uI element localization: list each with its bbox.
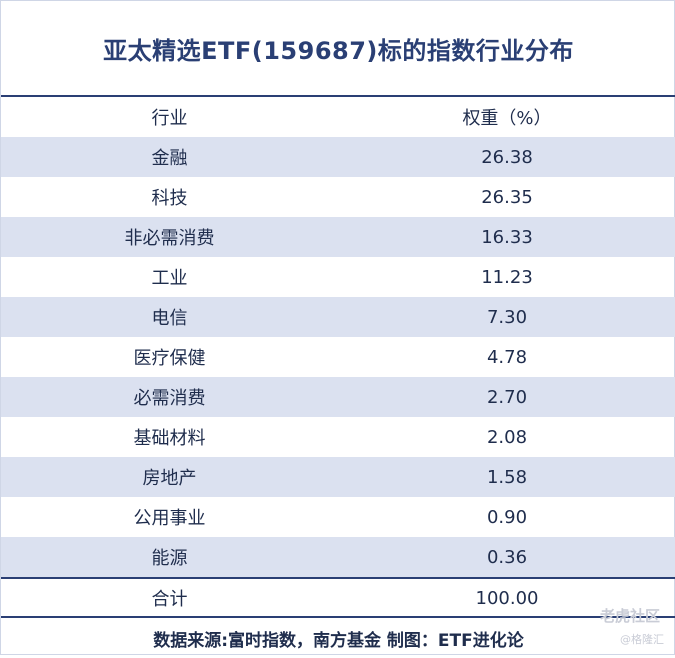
total-value: 100.00 [475,587,539,609]
industry-cell: 基础材料 [133,428,206,449]
weight-cell: 26.35 [481,186,533,208]
table-row: 医疗保健 4.78 [1,337,675,377]
weight-cell: 16.33 [481,226,533,248]
table-row: 基础材料 2.08 [1,417,675,457]
weight-cell: 26.38 [481,146,533,168]
industry-cell: 房地产 [142,468,197,489]
weight-cell: 7.30 [486,306,528,328]
table-row: 必需消费 2.70 [1,377,675,417]
weight-cell: 1.58 [486,466,528,488]
industry-cell: 医疗保健 [133,348,206,369]
table-row: 工业 11.23 [1,257,675,297]
table-row: 金融 26.38 [1,137,675,177]
page-title: 亚太精选ETF(159687)标的指数行业分布 [103,36,574,65]
column-header-industry: 行业 [151,108,188,129]
column-header-weight: 权重（%） [462,108,552,129]
industry-cell: 科技 [151,188,188,209]
industry-cell: 电信 [151,308,188,329]
source-footer: 数据来源:富时指数，南方基金 制图：ETF进化论 [1,616,675,658]
watermark-sub: @格隆汇 [620,633,664,646]
total-label: 合计 [151,589,188,610]
weight-cell: 11.23 [481,266,533,288]
weight-cell: 2.08 [486,426,528,448]
weight-cell: 0.90 [486,506,528,528]
table-row: 房地产 1.58 [1,457,675,497]
table-row: 能源 0.36 [1,537,675,577]
table-body: 金融 26.38 科技 26.35 非必需消费 16.33 工业 11.23 电信 7.30 医疗保… [1,137,675,577]
table-row: 公用事业 0.90 [1,497,675,537]
watermark-logo: 老虎社区 [599,607,660,625]
table-row: 电信 7.30 [1,297,675,337]
weight-cell: 0.36 [486,546,528,568]
industry-cell: 金融 [151,148,188,169]
industry-cell: 工业 [151,268,188,289]
table-row: 非必需消费 16.33 [1,217,675,257]
industry-cell: 必需消费 [133,388,206,409]
table-header-row: 行业 权重（%） [1,97,675,137]
industry-cell: 能源 [151,548,188,569]
table-row: 科技 26.35 [1,177,675,217]
weight-cell: 2.70 [486,386,528,408]
weight-table: 行业 权重（%） 金融 26.38 科技 26.35 非必需消费 16.33 工业 11.23… [1,95,675,617]
weight-cell: 4.78 [486,346,528,368]
industry-cell: 公用事业 [133,508,206,529]
industry-cell: 非必需消费 [124,228,215,249]
table-total-row: 合计 100.00 [1,577,675,617]
